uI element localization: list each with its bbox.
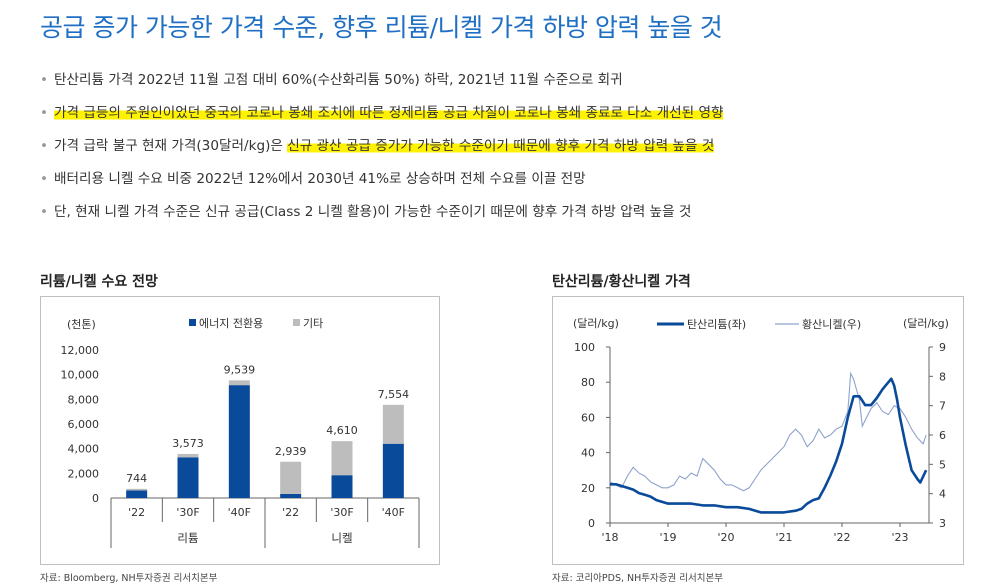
y-tick-label-right: 8: [939, 370, 946, 383]
page-title: 공급 증가 가능한 가격 수준, 향후 리튬/니켈 가격 하방 압력 높을 것: [40, 13, 723, 42]
bullet-text: 탄산리튬 가격 2022년 11월 고점 대비 60%(수산화리튬 50%) 하…: [54, 72, 623, 88]
bar-total-label: 9,539: [224, 363, 256, 376]
bar-energy: [126, 490, 148, 498]
legend-label-lithium: 탄산리튬(좌): [687, 318, 746, 331]
y-axis-label-left: (달러/kg): [573, 317, 619, 330]
bar-total-label: 4,610: [326, 424, 358, 437]
bar-energy: [280, 493, 302, 498]
legend-label-other: 기타: [303, 317, 323, 330]
bullet-item: • 가격 급등의 주원인이었던 중국의 코로나 봉쇄 조치에 따른 정제리튬 공급…: [40, 103, 724, 136]
y-tick-label-left: 40: [581, 447, 595, 460]
y-tick-label: 12,000: [61, 344, 100, 357]
bullet-highlight: 신규 광산 공급 증가가 가능한 수준이기 때문에 향후 가격 하방 압력 높을…: [287, 138, 715, 154]
bar-other: [126, 488, 148, 491]
bullet-item: • 탄산리튬 가격 2022년 11월 고점 대비 60%(수산화리튬 50%) …: [40, 70, 723, 103]
bar-other: [382, 404, 404, 444]
y-axis-label-right: (달러/kg): [903, 317, 949, 330]
y-tick-label-left: 0: [588, 517, 595, 530]
right-chart-title: 탄산리튬/황산니켈 가격: [552, 274, 691, 290]
bullet-item: • 단, 현재 니켈 가격 수준은 신규 공급(Class 2 니켈 활용)이 가…: [40, 202, 723, 235]
bullet-text: 가격 급락 불구 현재 가격(30달러/kg)은: [54, 138, 288, 154]
x-tick-label: '22: [282, 506, 299, 519]
y-tick-label-right: 9: [939, 341, 946, 354]
x-tick-label: '20: [717, 531, 734, 544]
legend-swatch-other: [293, 319, 300, 326]
series-line-nickel: [609, 371, 927, 492]
y-tick-label: 10,000: [61, 369, 100, 382]
legend-label-nickel: 황산니켈(우): [802, 318, 861, 331]
y-tick-label: 4,000: [68, 443, 100, 456]
x-tick-label: '19: [659, 531, 676, 544]
y-tick-label-right: 3: [939, 517, 946, 530]
legend-label-energy: 에너지 전환용: [199, 317, 263, 330]
group-label: 니켈: [331, 531, 352, 545]
y-tick-label: 2,000: [68, 467, 100, 480]
bullet-dot-icon: •: [40, 204, 49, 220]
x-tick-label: '23: [891, 531, 908, 544]
price-line-chart: (달러/kg) (달러/kg) 탄산리튬(좌) 황산니켈(우) 0 20 40 60 80 100…: [573, 317, 949, 544]
bar-energy: [177, 457, 199, 498]
demand-bar-chart: (천톤) 에너지 전환용 기타 0 2,000 4,000 6,000 8,000 10,000…: [61, 317, 420, 548]
price-chart-panel: (달러/kg) (달러/kg) 탄산리튬(좌) 황산니켈(우) 0 20 40 60 80 100…: [552, 296, 964, 565]
bullet-text: 단, 현재 니켈 가격 수준은 신규 공급(Class 2 니켈 활용)이 가능…: [54, 204, 692, 220]
y-tick-label: 6,000: [68, 418, 100, 431]
y-tick-label-right: 7: [939, 400, 946, 413]
x-tick-label: '40F: [382, 506, 405, 519]
bar-energy: [331, 475, 353, 498]
bar-total-label: 7,554: [378, 388, 410, 401]
bar-other: [177, 453, 199, 458]
y-tick-label-left: 100: [574, 341, 595, 354]
demand-chart-panel: (천톤) 에너지 전환용 기타 0 2,000 4,000 6,000 8,000 10,000…: [40, 296, 440, 565]
bullet-list: • 탄산리튬 가격 2022년 11월 고점 대비 60%(수산화리튬 50%) …: [40, 70, 724, 235]
bullet-item: • 가격 급락 불구 현재 가격(30달러/kg)은 신규 광산 공급 증가가 가…: [40, 136, 723, 169]
x-tick-label: '21: [775, 531, 792, 544]
x-tick-label: '18: [601, 531, 618, 544]
y-tick-label-left: 60: [581, 411, 595, 424]
y-axis-label: (천톤): [67, 317, 96, 331]
bar-energy: [382, 443, 404, 498]
bullet-dot-icon: •: [40, 72, 49, 88]
bar-energy: [228, 385, 250, 498]
left-source-note: 자료: Bloomberg, NH투자증권 리서치본부: [40, 573, 218, 584]
y-tick-label: 0: [92, 492, 99, 505]
x-tick-label: '22: [128, 506, 145, 519]
right-source-note: 자료: 코리아PDS, NH투자증권 리서치본부: [552, 573, 723, 584]
x-tick-label: '30F: [330, 506, 353, 519]
bar-other: [228, 380, 250, 386]
bar-total-label: 2,939: [275, 445, 307, 458]
bullet-dot-icon: •: [40, 138, 49, 154]
left-chart-title: 리튬/니켈 수요 전망: [40, 274, 158, 290]
bullet-highlight: 가격 급등의 주원인이었던 중국의 코로나 봉쇄 조치에 따른 정제리튬 공급 …: [54, 105, 724, 121]
group-label: 리튬: [177, 531, 198, 545]
bullet-item: • 배터리용 니켈 수요 비중 2022년 12%에서 2030년 41%로 상승…: [40, 169, 723, 202]
y-tick-label-right: 5: [939, 458, 946, 471]
x-tick-label: '40F: [228, 506, 251, 519]
x-tick-label: '22: [833, 531, 850, 544]
y-tick-label-right: 4: [939, 488, 946, 501]
y-tick-label-left: 80: [581, 376, 595, 389]
y-tick-label: 8,000: [68, 393, 100, 406]
bar-total-label: 3,573: [172, 437, 204, 450]
x-tick-label: '30F: [176, 506, 199, 519]
series-line-lithium: [610, 377, 928, 514]
bullet-dot-icon: •: [40, 105, 49, 121]
legend-swatch-energy: [189, 319, 196, 326]
bar-other: [331, 441, 353, 476]
bar-total-label: 744: [126, 472, 147, 485]
y-tick-label-left: 20: [581, 482, 595, 495]
y-tick-label-right: 6: [939, 429, 946, 442]
bullet-dot-icon: •: [40, 171, 49, 187]
bullet-text: 배터리용 니켈 수요 비중 2022년 12%에서 2030년 41%로 상승하…: [54, 171, 586, 187]
bar-other: [280, 461, 302, 494]
